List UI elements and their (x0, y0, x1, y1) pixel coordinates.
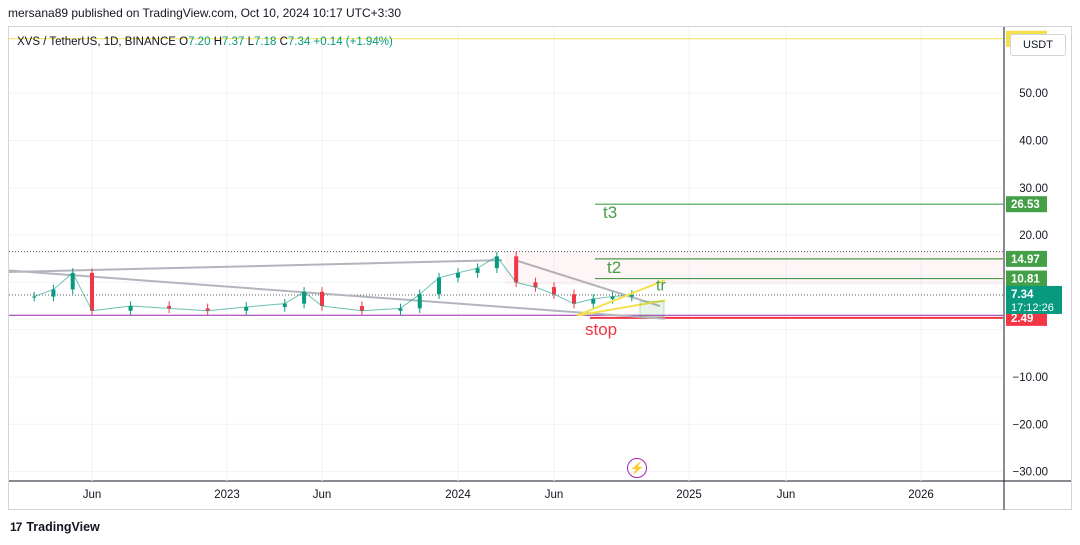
price-tick-label: −20.00 (1013, 419, 1049, 431)
current-price-badge (1006, 285, 1062, 314)
trendline-resistance (517, 260, 661, 307)
open-value: 7.20 (188, 36, 211, 48)
candle-body (533, 282, 538, 288)
candle-body (514, 256, 519, 283)
candle-body (128, 306, 133, 311)
candle-body (610, 296, 615, 299)
tradingview-logo-icon: 17 (10, 520, 22, 534)
candle-body (302, 291, 307, 304)
time-tick-label: Jun (545, 489, 564, 501)
price-badge-label: 2.49 (1011, 313, 1033, 325)
candle-body (32, 296, 37, 298)
change-value: +0.14 (+1.94%) (313, 36, 393, 48)
time-tick-label: 2023 (214, 489, 240, 501)
high-label: H (213, 36, 222, 48)
price-badge-label: 26.53 (1011, 199, 1040, 211)
price-tick-label: 40.00 (1019, 136, 1048, 148)
time-tick-label: 2024 (445, 489, 471, 501)
brand-name: TradingView (26, 520, 100, 534)
price-badge-label: 10.81 (1011, 274, 1040, 286)
candle-body (456, 272, 460, 278)
price-badge (1006, 250, 1047, 267)
annotation-t3: t3 (603, 203, 617, 222)
candle-body (359, 306, 364, 311)
time-tick-label: Jun (313, 489, 332, 501)
price-badge (1006, 196, 1047, 213)
price-tick-label: −30.00 (1013, 467, 1049, 479)
candle-body (398, 308, 403, 311)
high-value: 7.37 (222, 36, 245, 48)
candle-body (475, 268, 480, 273)
publish-info: mersana89 published on TradingView.com, … (8, 6, 402, 20)
candle-body (437, 277, 442, 295)
candle-body (244, 306, 249, 311)
price-tick-label: −10.00 (1013, 372, 1049, 384)
candle-body (90, 272, 94, 311)
price-tick-label: 50.00 (1019, 88, 1048, 100)
annotation-stop: stop (585, 320, 617, 339)
annotation-tr: tr (656, 278, 666, 295)
current-price-label: 7.34 (1011, 289, 1034, 301)
candle-body (591, 298, 596, 304)
countdown-label: 17:12:26 (1011, 302, 1054, 314)
time-tick-label: 2025 (676, 489, 702, 501)
symbol-legend[interactable]: XVS / TetherUS, 1D, BINANCE O7.20 H7.37 … (17, 36, 393, 48)
chart-frame (8, 26, 1072, 510)
price-tick-label: 30.00 (1019, 183, 1048, 195)
symbol-name: XVS / TetherUS, 1D, BINANCE (17, 36, 176, 48)
time-tick-label: Jun (777, 489, 796, 501)
price-badge (1006, 270, 1047, 287)
price-tick-label: 20.00 (1019, 230, 1048, 242)
low-value: 7.18 (254, 36, 277, 48)
close-label: C (279, 36, 288, 48)
open-label: O (179, 36, 189, 48)
candle-body (167, 306, 172, 309)
trendline-descending (8, 269, 666, 320)
low-label: L (247, 36, 254, 48)
currency-button[interactable]: USDT (1010, 34, 1066, 56)
annotation-t2: t2 (607, 258, 621, 277)
candle-body (51, 289, 56, 297)
trendline-top (8, 259, 503, 273)
wedge-upper-line (576, 279, 666, 317)
time-tick-label: 2026 (908, 489, 934, 501)
candle-body (205, 308, 210, 311)
candle-body (320, 291, 324, 307)
candle-body (417, 294, 422, 309)
candle-body (282, 303, 287, 307)
target-box (639, 300, 665, 317)
price-line (33, 255, 632, 312)
candle-body (629, 294, 634, 297)
close-value: 7.34 (287, 36, 311, 48)
candle-body (571, 294, 576, 304)
time-tick-label: Jun (83, 489, 102, 501)
footer-brand[interactable]: 17 TradingView (10, 520, 100, 534)
zone-rect (505, 251, 1003, 285)
wedge-lower-line (576, 299, 666, 317)
price-badge-label: 14.97 (1011, 254, 1040, 266)
candle-body (552, 287, 556, 295)
lightning-icon[interactable]: ⚡ (627, 458, 647, 478)
candle-body (494, 256, 499, 269)
candle-body (70, 272, 75, 290)
